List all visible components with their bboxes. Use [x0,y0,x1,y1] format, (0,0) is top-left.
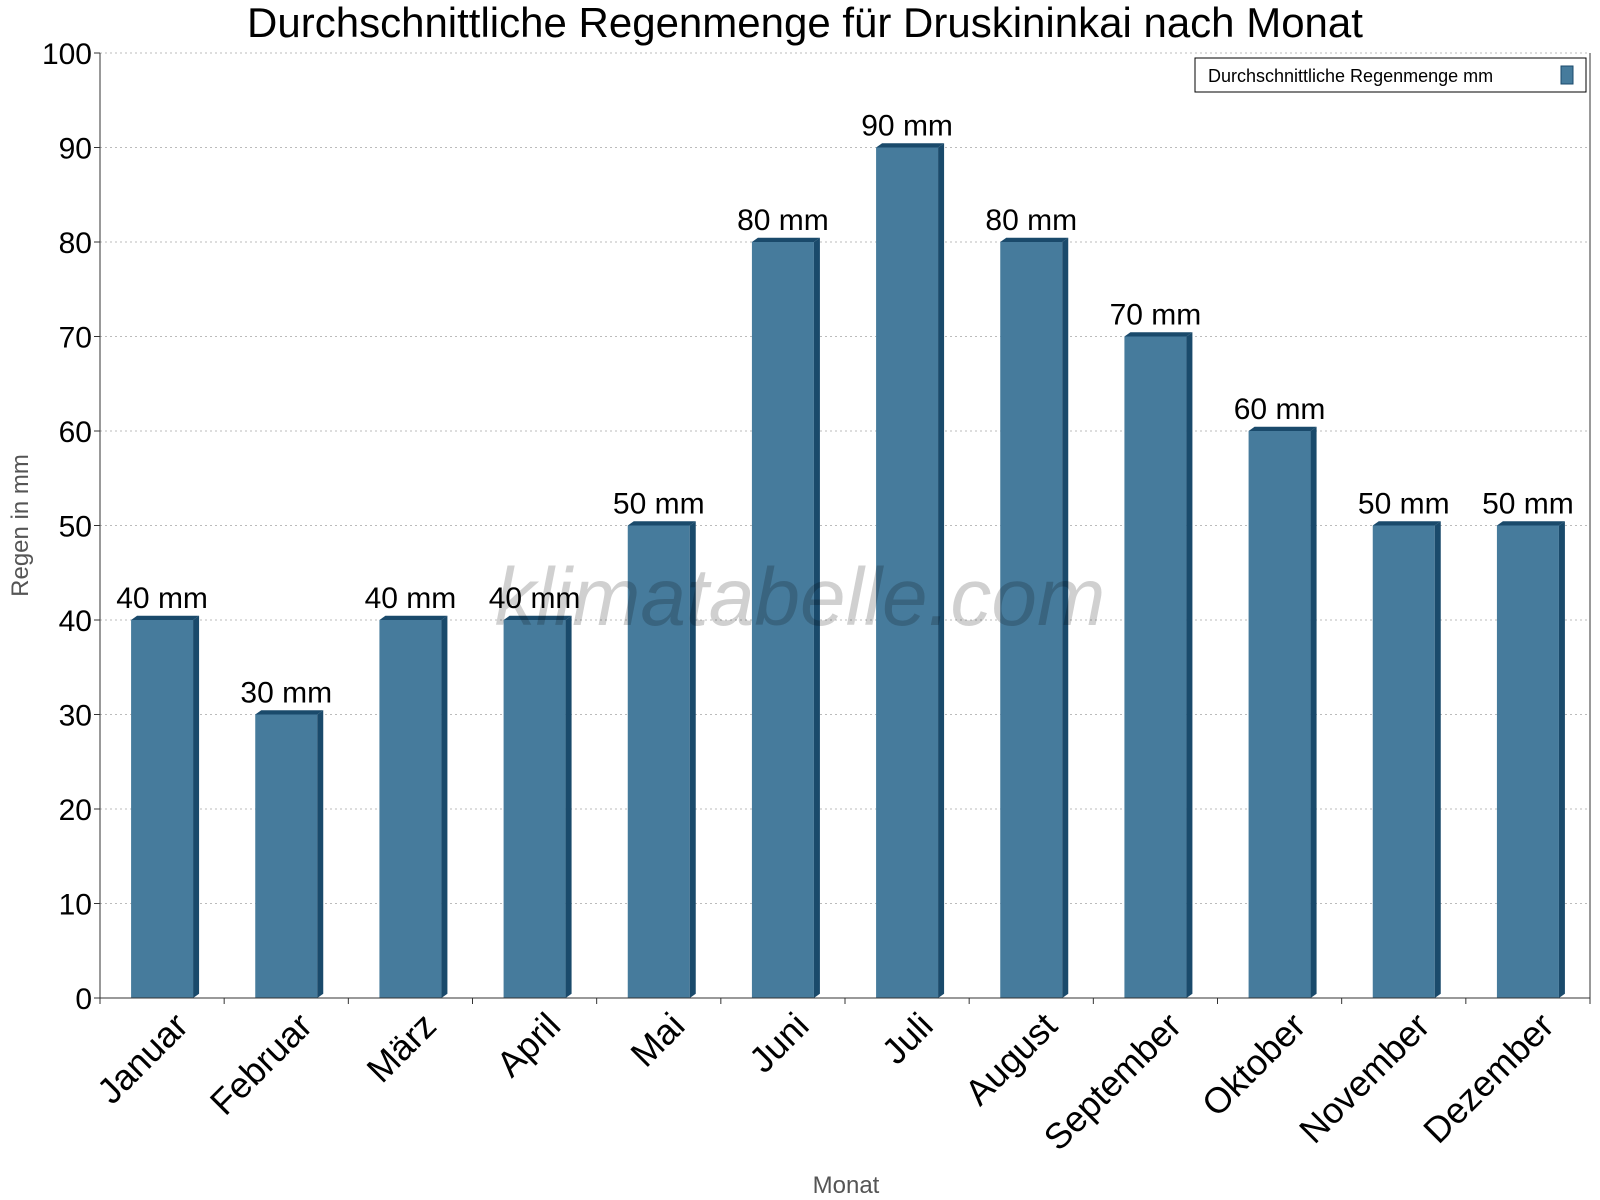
x-tick-label: Oktober [1194,1005,1314,1125]
bar-side [1558,521,1565,998]
bar-top [255,710,324,715]
watermark-text: klimatabelle.com [495,552,1106,643]
bar [379,620,442,998]
x-tick-label: April [488,1005,568,1085]
y-tick-label: 70 [59,322,92,355]
bar-top [1496,521,1565,526]
grid-lines [100,52,1590,904]
x-tick-label: Juli [874,1005,941,1072]
bar [1372,525,1435,998]
data-label: 80 mm [737,204,829,237]
bar-side [1062,237,1069,999]
y-tick-label: 90 [59,133,92,166]
bar [876,147,939,998]
bar-top [1124,332,1193,337]
legend-label: Durchschnittliche Regenmenge mm [1208,66,1493,86]
bar-side [193,615,200,998]
bar-top [751,237,820,242]
data-label: 60 mm [1234,393,1326,426]
x-axis-ticks: Januar Februar März April Mai Juni Juli AugustS… [89,998,1591,1158]
x-tick-label: Januar [89,1005,196,1112]
bar-side [938,143,945,999]
bars [131,143,1565,999]
bar-top [131,615,200,620]
y-tick-label: 40 [59,605,92,638]
x-tick-label: November [1291,1005,1437,1151]
y-tick-label: 60 [59,416,92,449]
x-tick-label: März [359,1005,445,1091]
y-tick-label: 20 [59,794,92,827]
data-label: 50 mm [1358,488,1450,521]
bar-top [876,143,945,148]
data-labels: 40 mm 30 mm 40 mm 40 mm 50 mm 80 mm 90 mm 80 mm… [116,110,1574,710]
bar-side [1434,521,1441,998]
y-tick-label: 50 [59,511,92,544]
legend-swatch [1560,65,1574,85]
x-tick-label: Dezember [1415,1005,1561,1151]
bar [503,620,566,998]
data-label: 70 mm [1110,299,1202,332]
y-tick-label: 10 [59,889,92,922]
bar [255,714,318,998]
y-tick-label: 80 [59,227,92,260]
y-tick-label: 30 [59,700,92,733]
bar-top [627,521,696,526]
bar [131,620,194,998]
x-tick-label: Februar [202,1005,320,1123]
bar-side [1186,332,1193,998]
bar-side [317,710,324,998]
bar [1124,336,1187,998]
data-label: 80 mm [985,204,1077,237]
legend: Durchschnittliche Regenmenge mm [1194,57,1587,93]
chart-title: Durchschnittliche Regenmenge für Druskin… [247,0,1363,46]
y-axis-label: Regen in mm [7,454,34,597]
data-label: 50 mm [1482,488,1574,521]
data-label: 40 mm [489,582,581,615]
legend-box [1194,57,1587,93]
bar-side [565,615,572,998]
y-tick-label: 100 [42,38,92,71]
bar-top [1000,237,1069,242]
bar-side [441,615,448,998]
bar [751,242,814,998]
x-tick-label: Mai [622,1005,692,1075]
x-tick-label: August [957,1005,1065,1113]
bar-top [1248,426,1317,431]
bar-side [813,237,820,999]
bar-top [1372,521,1441,526]
data-label: 40 mm [116,582,208,615]
data-label: 50 mm [613,488,705,521]
x-axis-label: Monat [813,1172,880,1199]
bar-top [503,615,572,620]
bar [627,525,690,998]
data-label: 90 mm [861,110,953,143]
y-axis-ticks: 0 10 20 30 40 50 60 70 80 90 100 [42,38,100,1016]
bar-side [689,521,696,998]
y-tick-label: 0 [75,983,92,1016]
bar [1000,242,1063,998]
bar [1496,525,1559,998]
bar-top [379,615,448,620]
data-label: 30 mm [240,677,332,710]
data-label: 40 mm [365,582,457,615]
x-tick-label: Juni [741,1005,817,1081]
bar-side [1310,426,1317,998]
bar [1248,431,1311,998]
